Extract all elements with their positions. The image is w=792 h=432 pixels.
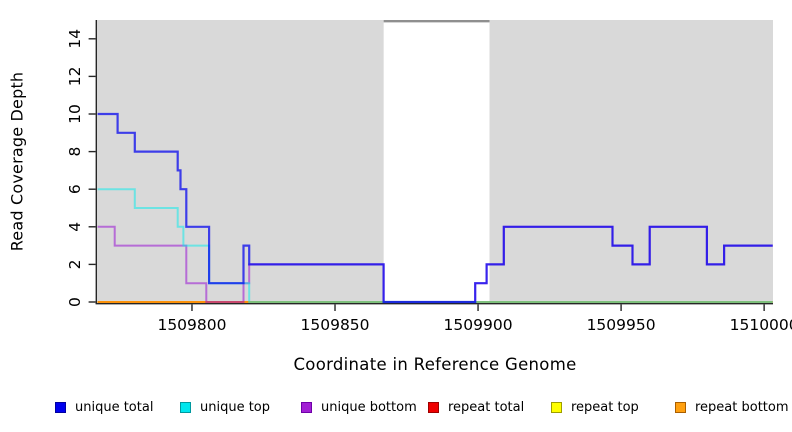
x-tick-label: 1509800 xyxy=(157,316,226,334)
legend-item-unique-bottom: unique bottom xyxy=(301,398,417,416)
legend-item-repeat-total: repeat total xyxy=(428,398,524,416)
repeat-top-swatch-icon xyxy=(551,401,562,413)
repeat-bottom-swatch-icon xyxy=(675,401,686,413)
y-tick-label: 10 xyxy=(66,104,84,124)
legend-label: repeat top xyxy=(571,399,639,415)
legend-label: repeat total xyxy=(448,399,525,415)
series-unique-top xyxy=(97,188,773,303)
y-tick-label: 0 xyxy=(66,297,84,307)
legend: unique total unique top unique bottom re… xyxy=(0,398,792,418)
y-tick-label: 2 xyxy=(66,259,84,269)
x-tick-label: 1509900 xyxy=(444,316,513,334)
y-tick-label: 12 xyxy=(66,67,84,87)
y-tick-label: 6 xyxy=(66,184,84,194)
x-axis-title: Coordinate in Reference Genome xyxy=(293,355,577,374)
unique-total-swatch-icon xyxy=(55,401,66,413)
unique-top-swatch-icon xyxy=(180,401,191,413)
legend-item-repeat-top: repeat top xyxy=(551,398,639,416)
legend-item-unique-top: unique top xyxy=(180,398,270,416)
y-axis-title-box: Read Coverage Depth xyxy=(4,20,30,303)
legend-label: unique total xyxy=(75,399,154,415)
unique-bottom-swatch-icon xyxy=(301,401,312,413)
y-tick-label: 8 xyxy=(66,147,84,157)
y-tick-label: 14 xyxy=(66,29,84,49)
x-tick-label: 1509850 xyxy=(301,316,370,334)
legend-label: unique top xyxy=(200,399,271,415)
series-unique-total xyxy=(97,112,773,304)
legend-label: repeat bottom xyxy=(695,399,789,415)
legend-item-repeat-bottom: repeat bottom xyxy=(675,398,789,416)
repeat-total-swatch-icon xyxy=(428,401,439,413)
highlight-band xyxy=(383,20,490,303)
legend-item-unique-total: unique total xyxy=(55,398,153,416)
x-tick-label: 1510000 xyxy=(730,316,792,334)
legend-label: unique bottom xyxy=(321,399,417,415)
x-tick-label: 1509950 xyxy=(587,316,656,334)
y-tick-label: 4 xyxy=(66,222,84,232)
y-axis-title: Read Coverage Depth xyxy=(7,71,27,252)
